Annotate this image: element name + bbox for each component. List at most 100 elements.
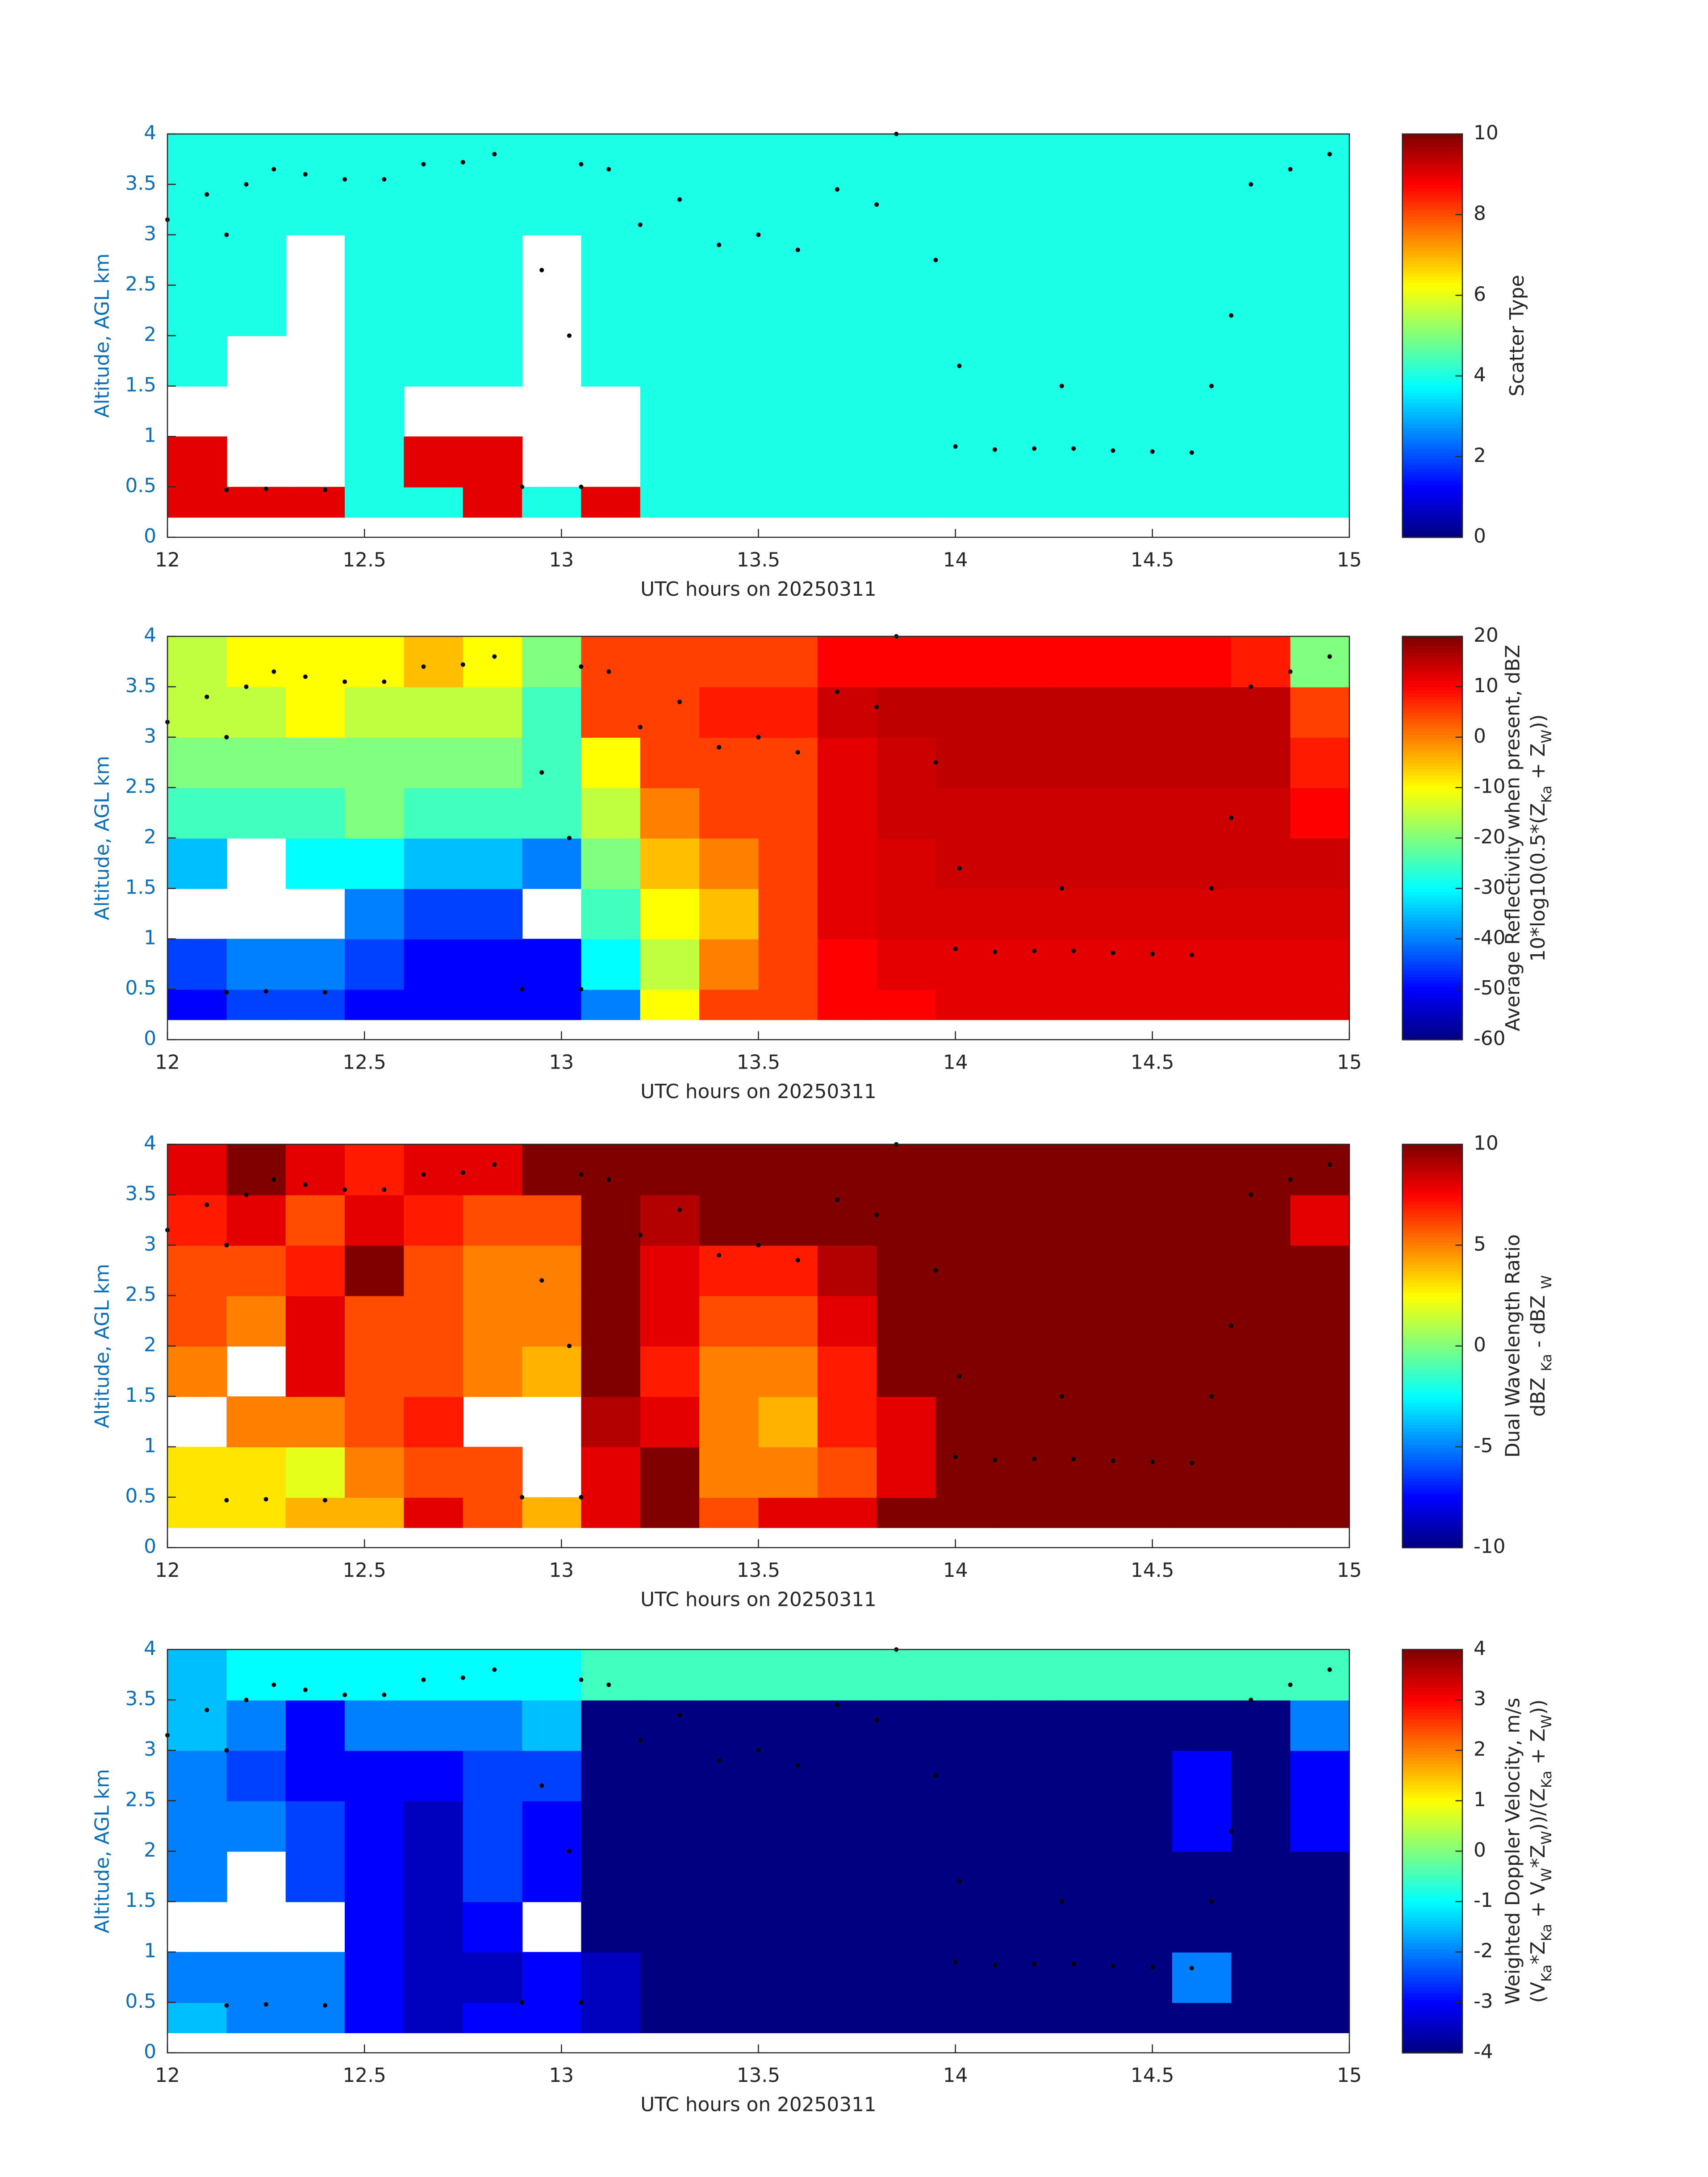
heatmap-cell [345,1497,405,1528]
heatmap-cell [522,134,582,185]
heatmap-cell [581,2002,641,2033]
data-point [933,258,938,263]
heatmap-cell [994,1801,1055,1852]
data-point [205,1202,209,1207]
colorbar-strip [1402,1368,1462,1372]
heatmap-cell [1172,636,1232,688]
subscript: Ka [1539,1924,1555,1941]
data-point [1032,949,1037,953]
heatmap-cell [994,184,1055,236]
y-tick-label: 4 [144,1637,156,1660]
colorbar-strip [1402,1147,1462,1152]
heatmap-cell [640,1144,700,1195]
colorbar-strip [1402,1885,1462,1890]
colorbar-strip [1402,992,1462,996]
heatmap-cell [817,1144,877,1195]
colorbar-strip [1402,750,1462,754]
heatmap-cell [699,1901,759,1953]
data-point [579,987,584,992]
heatmap-cell [167,939,227,990]
heatmap-cell [463,1750,523,1801]
heatmap-cell [994,1396,1055,1448]
heatmap-cell [345,737,405,788]
colorbar-strip [1402,1267,1462,1271]
colorbar-strip [1402,1339,1462,1344]
colorbar-strip [1402,835,1462,839]
data-point [717,745,722,750]
data-point [382,1692,387,1697]
heatmap-cell [522,184,582,236]
colorbar-strip [1402,1320,1462,1325]
heatmap-cell [817,1649,877,1701]
heatmap-cell [345,1446,405,1498]
colorbar-strip [1402,1421,1462,1426]
colorbar-strip [1402,1349,1462,1353]
colorbar-strip [1402,1355,1462,1359]
heatmap-cell [167,1195,227,1246]
colorbar-strip [1402,819,1462,823]
heatmap-cell [817,1750,877,1801]
colorbar-strip [1402,1952,1462,1956]
colorbar-strip [1402,769,1462,773]
heatmap-cell [167,1801,227,1852]
colorbar-tick-label: 4 [1474,364,1486,386]
colorbar-strip [1402,234,1462,239]
colorbar-strip [1402,1652,1462,1657]
heatmap-cell [463,487,523,518]
data-point [520,485,525,489]
heatmap-cell [1172,686,1232,738]
heatmap-cell [640,939,700,990]
colorbar-strip [1402,1453,1462,1457]
heatmap-cell [285,184,346,236]
heatmap-cell [817,1901,877,1953]
data-point [244,1192,249,1197]
colorbar-strip [1402,803,1462,807]
colorbar-strip [1402,1538,1462,1542]
heatmap-cell [994,1901,1055,1953]
colorbar-strip [1402,159,1462,163]
heatmap-cell [1231,134,1291,185]
data-point [677,1208,682,1212]
colorbar-strip [1402,1494,1462,1498]
heatmap-cell [285,1952,346,2003]
colorbar-strip [1402,1936,1462,1940]
colorbar-strip [1402,1403,1462,1407]
colorbar-strip [1402,1908,1462,1912]
heatmap-cell [935,386,996,437]
colorbar-strip [1402,1302,1462,1306]
colorbar-strip [1402,1396,1462,1400]
heatmap-cell [699,1396,759,1448]
colorbar-strip [1402,1213,1462,1218]
x-tick-label: 13.5 [737,2064,780,2087]
colorbar-strip [1402,1763,1462,1767]
heatmap-cell [345,487,405,518]
colorbar-strip [1402,1150,1462,1155]
colorbar-strip [1402,1961,1462,1965]
heatmap-cell [699,1497,759,1528]
heatmap-cell [345,2002,405,2033]
colorbar-strip [1402,464,1462,469]
heatmap-cell [1231,1396,1291,1448]
colorbar-strip [1402,1484,1462,1489]
colorbar-strip [1402,1377,1462,1382]
heatmap-cell [758,1952,819,2003]
data-point [303,1688,308,1692]
heatmap-cell [877,787,936,839]
colorbar-strip [1402,1292,1462,1296]
colorbar-strip [1402,213,1462,217]
data-point [1071,1962,1076,1967]
heatmap-cell [1172,1245,1232,1296]
colorbar-strip [1402,209,1462,213]
label-part: 10*log10(0.5*(Z [1527,803,1549,961]
colorbar-strip [1402,398,1462,403]
y-tick-label: 1.5 [125,876,156,898]
heatmap-cell [1290,1446,1350,1498]
data-point [953,1454,958,1459]
colorbar-strip [1402,1926,1462,1931]
heatmap-cell [463,1801,523,1852]
y-tick-label: 1 [144,424,156,447]
heatmap-cell [1231,1750,1291,1801]
colorbar-strip [1402,421,1462,425]
colorbar-strip [1402,1503,1462,1508]
heatmap-cell [817,1700,877,1751]
